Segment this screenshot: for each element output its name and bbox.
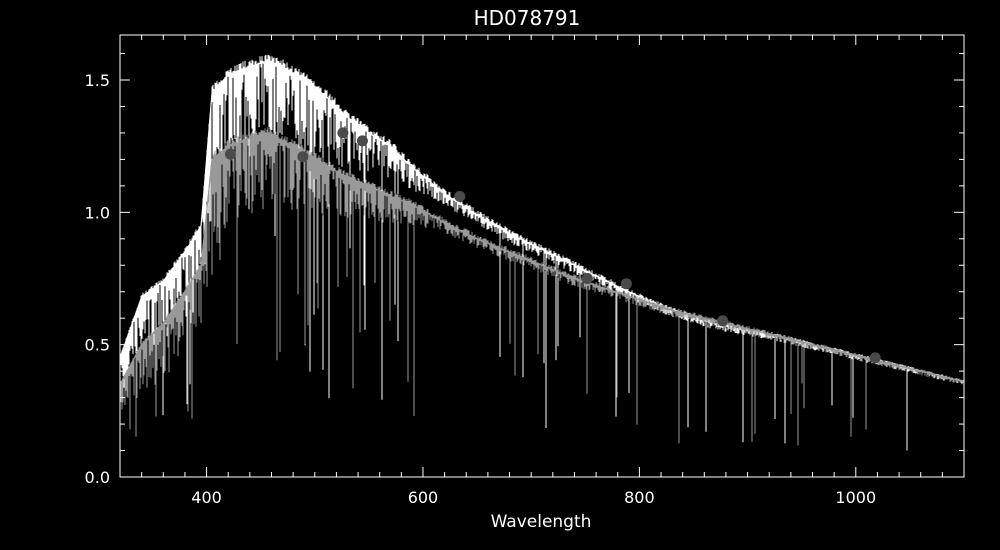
x-tick-label: 1000 bbox=[835, 488, 876, 507]
photometry-point bbox=[297, 151, 309, 163]
photometry-point bbox=[581, 273, 593, 284]
photometry-point bbox=[620, 278, 632, 290]
plot-frame bbox=[119, 34, 965, 478]
x-tick-label: 800 bbox=[624, 488, 655, 507]
x-tick-label: 600 bbox=[408, 488, 439, 507]
photometry-point bbox=[717, 315, 729, 327]
x-tick-label: 400 bbox=[191, 488, 222, 507]
photometry-point bbox=[356, 135, 368, 147]
x-axis-label: Wavelength bbox=[491, 512, 592, 532]
photometry-point bbox=[869, 352, 881, 364]
photometry-point bbox=[337, 127, 349, 139]
series-layer bbox=[120, 54, 964, 451]
y-tick-label: 1.5 bbox=[85, 71, 110, 90]
chart-title: HD078791 bbox=[474, 6, 581, 30]
y-tick-label: 0.0 bbox=[85, 468, 110, 487]
photometry-point bbox=[224, 148, 236, 160]
photometry-point bbox=[454, 190, 466, 202]
y-tick-label: 1.0 bbox=[85, 203, 110, 222]
y-tick-label: 0.5 bbox=[85, 336, 110, 355]
tick-layer: 400 600 800 1000 0.0 0.5 1.0 1.5 bbox=[85, 35, 965, 507]
